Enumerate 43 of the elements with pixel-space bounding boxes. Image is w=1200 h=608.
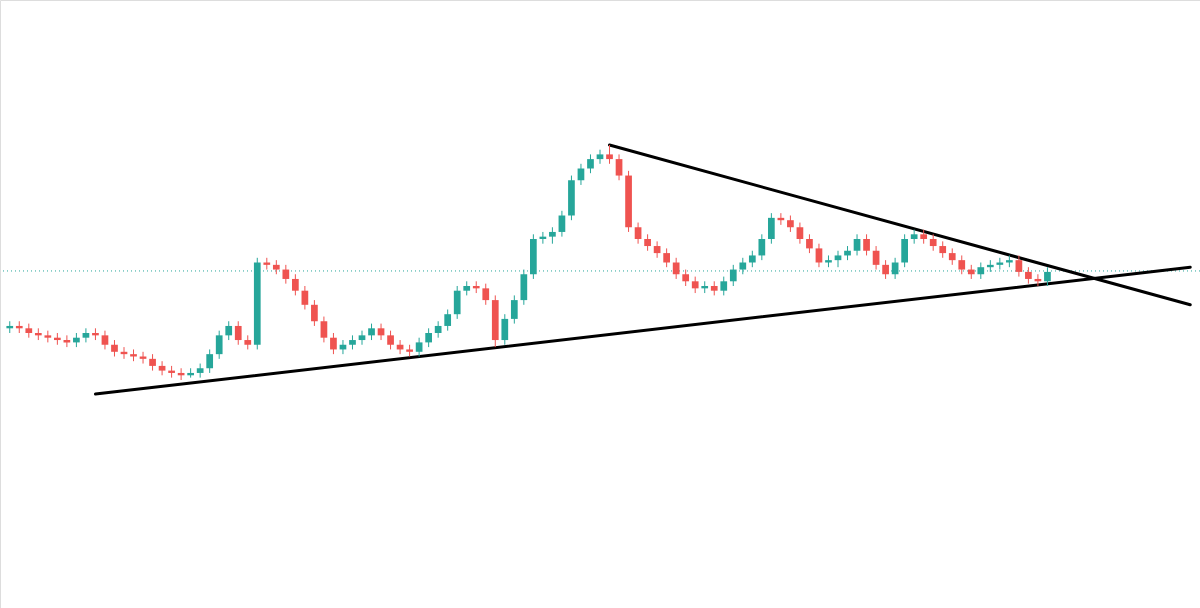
candlestick	[282, 264, 290, 285]
candlestick	[330, 332, 337, 355]
candlestick	[501, 313, 509, 346]
candlestick	[634, 222, 642, 245]
candlestick	[387, 330, 394, 350]
candlestick	[729, 264, 737, 287]
candlestick	[453, 285, 461, 320]
candlestick	[158, 360, 166, 376]
candlestick	[1015, 254, 1023, 278]
candlestick	[425, 327, 432, 348]
candlestick	[415, 337, 423, 357]
candlestick	[320, 316, 328, 343]
candlestick	[901, 233, 908, 268]
candlestick	[758, 233, 766, 261]
candlestick	[806, 233, 813, 254]
candlestick	[101, 330, 109, 350]
candlestick	[815, 243, 823, 268]
candlestick	[82, 327, 90, 343]
candlestick	[311, 299, 318, 327]
candlestick	[672, 257, 680, 280]
candlestick	[958, 254, 966, 275]
candlestick	[292, 273, 299, 296]
candlestick	[615, 153, 623, 181]
candlestick	[215, 330, 223, 360]
candlestick	[1044, 266, 1051, 287]
candlestick	[444, 309, 452, 332]
candlestick	[882, 259, 889, 280]
candlestick	[596, 149, 604, 165]
candlestick	[863, 233, 870, 256]
candlestick	[663, 247, 670, 268]
candlestick	[853, 233, 861, 256]
candlestick	[482, 283, 490, 306]
candlestick	[720, 276, 728, 296]
candlestick	[510, 294, 518, 325]
candlestick	[358, 330, 366, 346]
candlestick	[225, 320, 233, 341]
candlestick	[834, 250, 842, 268]
candlestick	[234, 320, 242, 346]
candlestick	[796, 222, 804, 245]
candlestick	[768, 212, 775, 245]
candlestick	[206, 348, 214, 374]
candlestick	[606, 144, 613, 165]
candlestick	[587, 153, 594, 174]
